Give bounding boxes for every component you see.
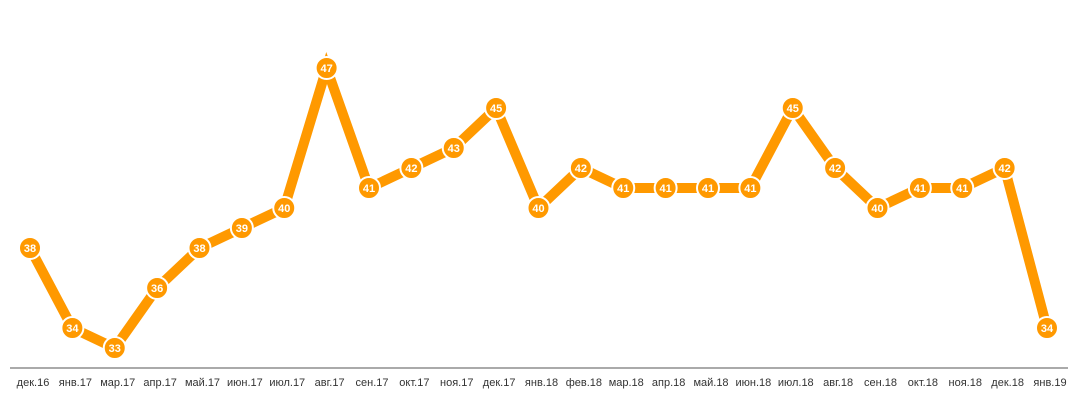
x-tick-label: дек.17 bbox=[483, 377, 516, 389]
value-label: 47 bbox=[321, 63, 333, 75]
value-label: 33 bbox=[109, 343, 121, 355]
point bbox=[357, 176, 381, 200]
point bbox=[653, 176, 678, 200]
point bbox=[907, 176, 932, 200]
x-tick-label: окт.17 bbox=[399, 377, 429, 389]
x-tick-label: июл.17 bbox=[269, 377, 305, 389]
point bbox=[18, 236, 42, 260]
x-tick-label: мар.17 bbox=[100, 377, 135, 389]
value-label: 41 bbox=[617, 183, 629, 195]
value-label: 40 bbox=[532, 203, 544, 215]
point bbox=[272, 196, 297, 220]
point bbox=[696, 176, 720, 200]
value-label: 41 bbox=[956, 183, 968, 195]
x-tick-label: дек.16 bbox=[17, 377, 50, 389]
point bbox=[229, 216, 254, 240]
value-label: 34 bbox=[66, 323, 79, 335]
x-tick-label: янв.17 bbox=[59, 377, 92, 389]
value-label: 45 bbox=[490, 103, 502, 115]
point bbox=[568, 156, 593, 180]
point bbox=[102, 336, 127, 360]
x-tick-label: янв.19 bbox=[1033, 377, 1066, 389]
point bbox=[992, 156, 1017, 180]
x-tick-label: июл.18 bbox=[778, 377, 814, 389]
value-label: 42 bbox=[575, 163, 587, 175]
point bbox=[780, 96, 805, 120]
value-label: 43 bbox=[448, 143, 460, 155]
x-tick-label: май.18 bbox=[693, 377, 728, 389]
value-label: 41 bbox=[914, 183, 926, 195]
value-label: 42 bbox=[999, 163, 1011, 175]
value-label: 45 bbox=[787, 103, 799, 115]
point bbox=[611, 176, 636, 200]
value-label: 42 bbox=[829, 163, 841, 175]
point bbox=[738, 176, 763, 200]
value-label: 39 bbox=[236, 223, 248, 235]
value-label: 38 bbox=[24, 243, 36, 255]
value-label: 42 bbox=[405, 163, 417, 175]
point bbox=[823, 156, 848, 180]
point bbox=[484, 96, 509, 120]
x-tick-label: июн.17 bbox=[227, 377, 263, 389]
point bbox=[1035, 316, 1059, 340]
x-tick-label: сен.17 bbox=[356, 377, 389, 389]
value-label: 38 bbox=[193, 243, 205, 255]
value-label: 41 bbox=[660, 183, 672, 195]
x-tick-label: авг.18 bbox=[823, 377, 853, 389]
value-label: 41 bbox=[363, 183, 375, 195]
point bbox=[60, 316, 85, 340]
x-tick-label: авг.17 bbox=[315, 377, 345, 389]
x-tick-label: дек.18 bbox=[991, 377, 1024, 389]
point bbox=[526, 196, 551, 220]
x-tick-label: янв.18 bbox=[525, 377, 558, 389]
x-tick-label: июн.18 bbox=[735, 377, 771, 389]
value-label: 41 bbox=[744, 183, 756, 195]
point bbox=[399, 156, 424, 180]
x-tick-label: апр.18 bbox=[652, 377, 685, 389]
value-label: 34 bbox=[1041, 323, 1054, 335]
x-tick-label: май.17 bbox=[185, 377, 220, 389]
value-label: 40 bbox=[871, 203, 883, 215]
value-label: 36 bbox=[151, 283, 163, 295]
x-tick-label: сен.18 bbox=[864, 377, 897, 389]
value-label: 40 bbox=[278, 203, 290, 215]
x-tick-label: ноя.17 bbox=[440, 377, 473, 389]
point bbox=[145, 276, 170, 300]
x-tick-label: апр.17 bbox=[143, 377, 176, 389]
x-tick-label: ноя.18 bbox=[949, 377, 982, 389]
point bbox=[865, 196, 890, 220]
point bbox=[950, 176, 975, 200]
x-tick-label: фев.18 bbox=[566, 377, 602, 389]
x-tick-label: окт.18 bbox=[908, 377, 938, 389]
x-tick-label: мар.18 bbox=[609, 377, 644, 389]
point bbox=[187, 236, 212, 260]
value-label: 41 bbox=[702, 183, 714, 195]
point bbox=[314, 56, 339, 80]
point bbox=[441, 136, 466, 160]
